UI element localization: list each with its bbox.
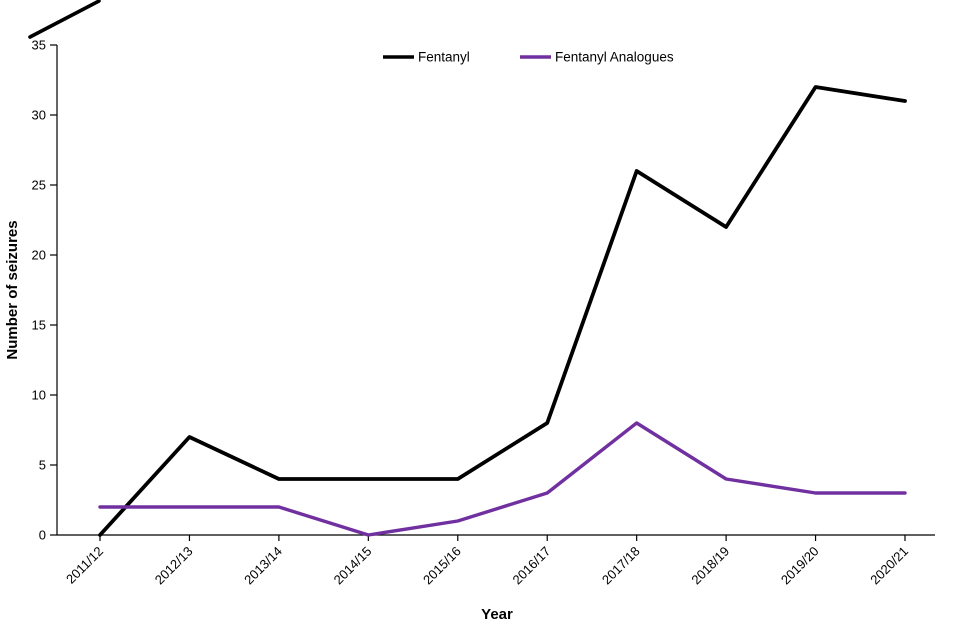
chart-legend: Fentanyl Fentanyl Analogues bbox=[383, 50, 674, 65]
x-tick-label: 2014/15 bbox=[331, 544, 375, 588]
y-tick-label: 30 bbox=[32, 108, 46, 123]
x-tick-label: 2015/16 bbox=[420, 544, 464, 588]
axes-layer: 0 5 10 15 20 25 30 35 2011/12 2012/13 2013/14 2014/… bbox=[32, 38, 935, 588]
x-tick-label: 2013/14 bbox=[241, 544, 285, 588]
legend-label-fentanyl: Fentanyl bbox=[418, 50, 470, 65]
y-tick-label: 35 bbox=[32, 38, 46, 53]
x-tick-label: 2012/13 bbox=[152, 544, 196, 588]
x-tick-label: 2011/12 bbox=[63, 544, 106, 587]
y-axis-title: Number of seizures bbox=[4, 220, 21, 359]
series-line-fentanyl-analogues bbox=[98, 421, 907, 537]
x-tick-label: 2017/18 bbox=[599, 544, 643, 588]
series-line-fentanyl bbox=[98, 85, 907, 537]
y-tick-label: 0 bbox=[39, 528, 46, 543]
series-layer bbox=[98, 85, 907, 537]
y-tick-label: 25 bbox=[32, 178, 46, 193]
x-tick-label: 2018/19 bbox=[688, 544, 732, 588]
x-axis-title: Year bbox=[481, 606, 513, 623]
x-tick-label: 2020/21 bbox=[867, 544, 911, 588]
x-tick-label: 2019/20 bbox=[778, 544, 822, 588]
y-tick-label: 15 bbox=[32, 318, 46, 333]
y-tick-label: 5 bbox=[39, 458, 46, 473]
legend-label-fentanyl-analogues: Fentanyl Analogues bbox=[555, 50, 674, 65]
y-tick-label: 20 bbox=[32, 248, 46, 263]
top-left-stray-line bbox=[28, 0, 101, 39]
x-tick-label: 2016/17 bbox=[510, 544, 554, 588]
y-tick-label: 10 bbox=[32, 388, 46, 403]
